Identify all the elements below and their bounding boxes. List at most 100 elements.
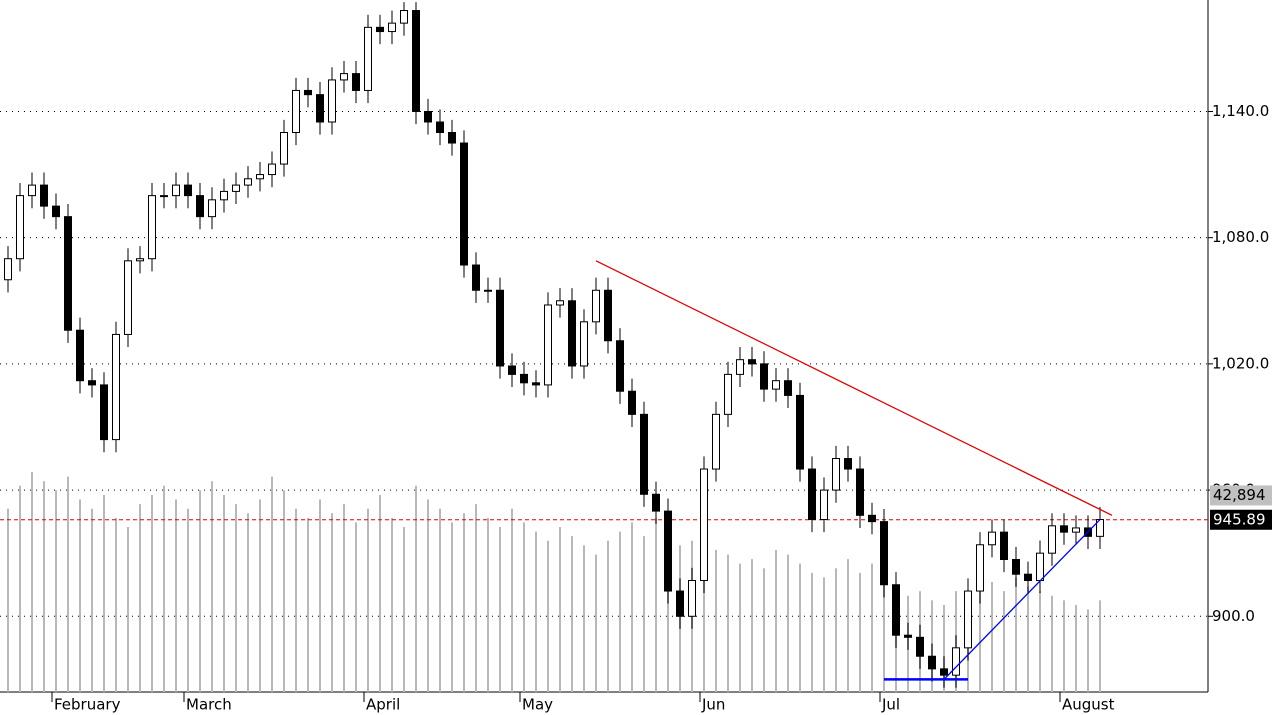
candle-body [172, 184, 180, 197]
candle-body [1048, 525, 1056, 554]
candle-body [592, 289, 600, 323]
x-tick-label: May [522, 696, 553, 714]
candle-body [1072, 527, 1080, 533]
price-marker-label: 945.89 [1213, 510, 1266, 528]
candle-body [244, 178, 252, 186]
candle-body [88, 380, 96, 386]
candle-body [820, 489, 828, 521]
candle-body [220, 190, 228, 201]
x-tick-label: March [186, 696, 232, 714]
candle-body [4, 258, 12, 281]
candle-body [556, 300, 564, 306]
candle-body [784, 380, 792, 396]
y-tick-label: 1,140.0 [1212, 102, 1269, 120]
candle-body [952, 647, 960, 676]
candle-body [160, 195, 168, 198]
candle-body [1060, 525, 1068, 533]
candle-body [364, 26, 372, 91]
candle-body [628, 390, 636, 415]
candle-body [64, 216, 72, 331]
x-tick-label: April [366, 696, 400, 714]
candle-body [676, 590, 684, 617]
candle-body [832, 458, 840, 491]
candle-body [448, 132, 456, 144]
candle-body [280, 132, 288, 165]
candle-body [940, 668, 948, 676]
price-marker-box [1210, 509, 1272, 530]
candle-body [1024, 573, 1032, 582]
candle-body [964, 590, 972, 649]
candle-body [340, 73, 348, 81]
x-tick-label: Jun [701, 696, 725, 714]
candle-body [544, 304, 552, 386]
candle-body [184, 184, 192, 197]
candle-body [232, 184, 240, 192]
candle-body [580, 321, 588, 367]
candle-body [868, 514, 876, 523]
x-tick-label: February [54, 696, 121, 714]
candle-body [652, 493, 660, 512]
candle-body [748, 359, 756, 365]
candle-body [736, 359, 744, 375]
candle-body [40, 184, 48, 207]
volume-marker-label: 42,894 [1213, 486, 1266, 504]
candle-body [988, 531, 996, 546]
candle-body [880, 521, 888, 586]
candle-body [760, 363, 768, 390]
candle-body [100, 384, 108, 441]
candle-body [76, 329, 84, 382]
x-tick-label: August [1062, 696, 1115, 714]
trend-line [595, 260, 1113, 516]
candle-body [688, 580, 696, 617]
candle-body [700, 468, 708, 582]
candle-body [568, 300, 576, 367]
trend-line [943, 519, 1101, 680]
candle-body [520, 373, 528, 384]
candle-body [112, 333, 120, 441]
candle-body [844, 458, 852, 470]
candle-body [796, 394, 804, 470]
candle-body [508, 365, 516, 375]
y-tick-label: 900.0 [1212, 607, 1255, 625]
candle-body [1012, 558, 1020, 575]
candle-body [928, 655, 936, 670]
candle-body [52, 205, 60, 218]
candle-body [136, 258, 144, 262]
candle-body [808, 468, 816, 521]
candle-body [532, 382, 540, 386]
y-tick-label: 1,020.0 [1212, 354, 1269, 372]
candle-body [724, 373, 732, 415]
candle-body [976, 544, 984, 592]
candle-body [376, 26, 384, 33]
candle-body [604, 289, 612, 342]
candle-body [148, 195, 156, 260]
candle-body [664, 510, 672, 592]
candle-body [616, 340, 624, 392]
candle-body [388, 22, 396, 33]
candle-body [1000, 531, 1008, 560]
candle-body [16, 195, 24, 260]
candle-body [472, 264, 480, 291]
candle-body [256, 174, 264, 180]
candle-body [484, 289, 492, 292]
candle-body [304, 89, 312, 96]
candle-body [640, 413, 648, 495]
candle-body [124, 260, 132, 335]
candle-body [436, 121, 444, 134]
candle-body [856, 468, 864, 516]
candle-body [772, 380, 780, 390]
candle-body [424, 110, 432, 123]
candle-body [292, 89, 300, 134]
candle-body [412, 10, 420, 112]
candle-body [916, 636, 924, 657]
candle-body [400, 10, 408, 24]
candle-body [268, 163, 276, 176]
y-tick-label: 1,080.0 [1212, 228, 1269, 246]
candle-body [904, 634, 912, 638]
candle-body [460, 142, 468, 266]
candle-body [352, 73, 360, 91]
candle-body [1036, 552, 1044, 582]
candle-body [328, 79, 336, 123]
x-tick-label: Jul [881, 696, 900, 714]
